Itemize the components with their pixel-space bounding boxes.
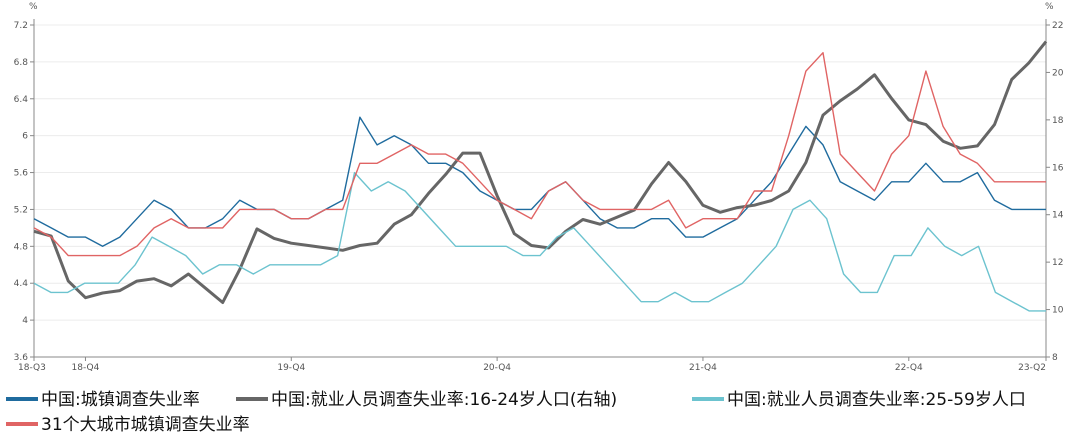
left-tick-label: 3.6 <box>14 353 29 363</box>
right-tick-label: 10 <box>1052 306 1064 316</box>
right-tick-label: 16 <box>1052 163 1064 173</box>
legend-label-urban: 中国:城镇调查失业率 <box>41 390 200 410</box>
legend-label-youth: 中国:就业人员调查失业率:16-24岁人口(右轴) <box>271 390 617 410</box>
left-tick-label: 6.8 <box>14 58 29 68</box>
left-tick-label: 5.2 <box>14 205 28 215</box>
x-tick-label: 18-Q4 <box>72 363 100 373</box>
x-tick-label: 18-Q3 <box>18 363 46 373</box>
right-axis-unit: % <box>1045 2 1054 12</box>
x-tick-label: 21-Q4 <box>689 363 717 373</box>
series-line-youth <box>33 40 1048 304</box>
x-tick-label: 20-Q4 <box>483 363 511 373</box>
x-tick-label: 19-Q4 <box>277 363 305 373</box>
right-tick-label: 18 <box>1052 116 1064 126</box>
left-tick-label: 6.4 <box>14 95 29 105</box>
x-axis-ticks: 18-Q3 18-Q4 19-Q4 20-Q4 21-Q4 22-Q4 23-Q2 <box>18 363 1046 373</box>
right-tick-label: 8 <box>1052 353 1058 363</box>
axes <box>30 19 1050 361</box>
left-tick-label: 4.8 <box>14 242 29 252</box>
series-lines <box>33 40 1048 312</box>
left-tick-label: 5.6 <box>14 169 29 179</box>
right-tick-label: 14 <box>1052 211 1064 221</box>
right-tick-label: 12 <box>1052 258 1063 268</box>
right-tick-label: 20 <box>1052 68 1064 78</box>
series-line-cities31 <box>33 52 1046 257</box>
x-tick-label: 22-Q4 <box>895 363 923 373</box>
right-axis-ticks: 8 10 12 14 16 18 20 22 <box>1052 21 1064 363</box>
left-tick-label: 4.4 <box>14 279 29 289</box>
x-tick-label: 23-Q2 <box>1018 363 1046 373</box>
gridlines <box>34 24 1046 358</box>
legend: 中国:城镇调查失业率 中国:就业人员调查失业率:16-24岁人口(右轴) 中国:就业… <box>6 390 1026 435</box>
left-tick-label: 6 <box>22 132 28 142</box>
left-axis-unit: % <box>29 2 38 12</box>
left-axis-ticks: 3.6 4 4.4 4.8 5.2 5.6 6 6.4 6.8 7.2 <box>14 21 29 363</box>
series-line-prime <box>33 171 1046 312</box>
left-tick-label: 7.2 <box>14 21 28 31</box>
legend-label-cities31: 31个大城市城镇调查失业率 <box>41 415 250 435</box>
legend-label-prime: 中国:就业人员调查失业率:25-59岁人口 <box>727 390 1026 410</box>
right-tick-label: 22 <box>1052 21 1063 31</box>
left-tick-label: 4 <box>22 316 28 326</box>
